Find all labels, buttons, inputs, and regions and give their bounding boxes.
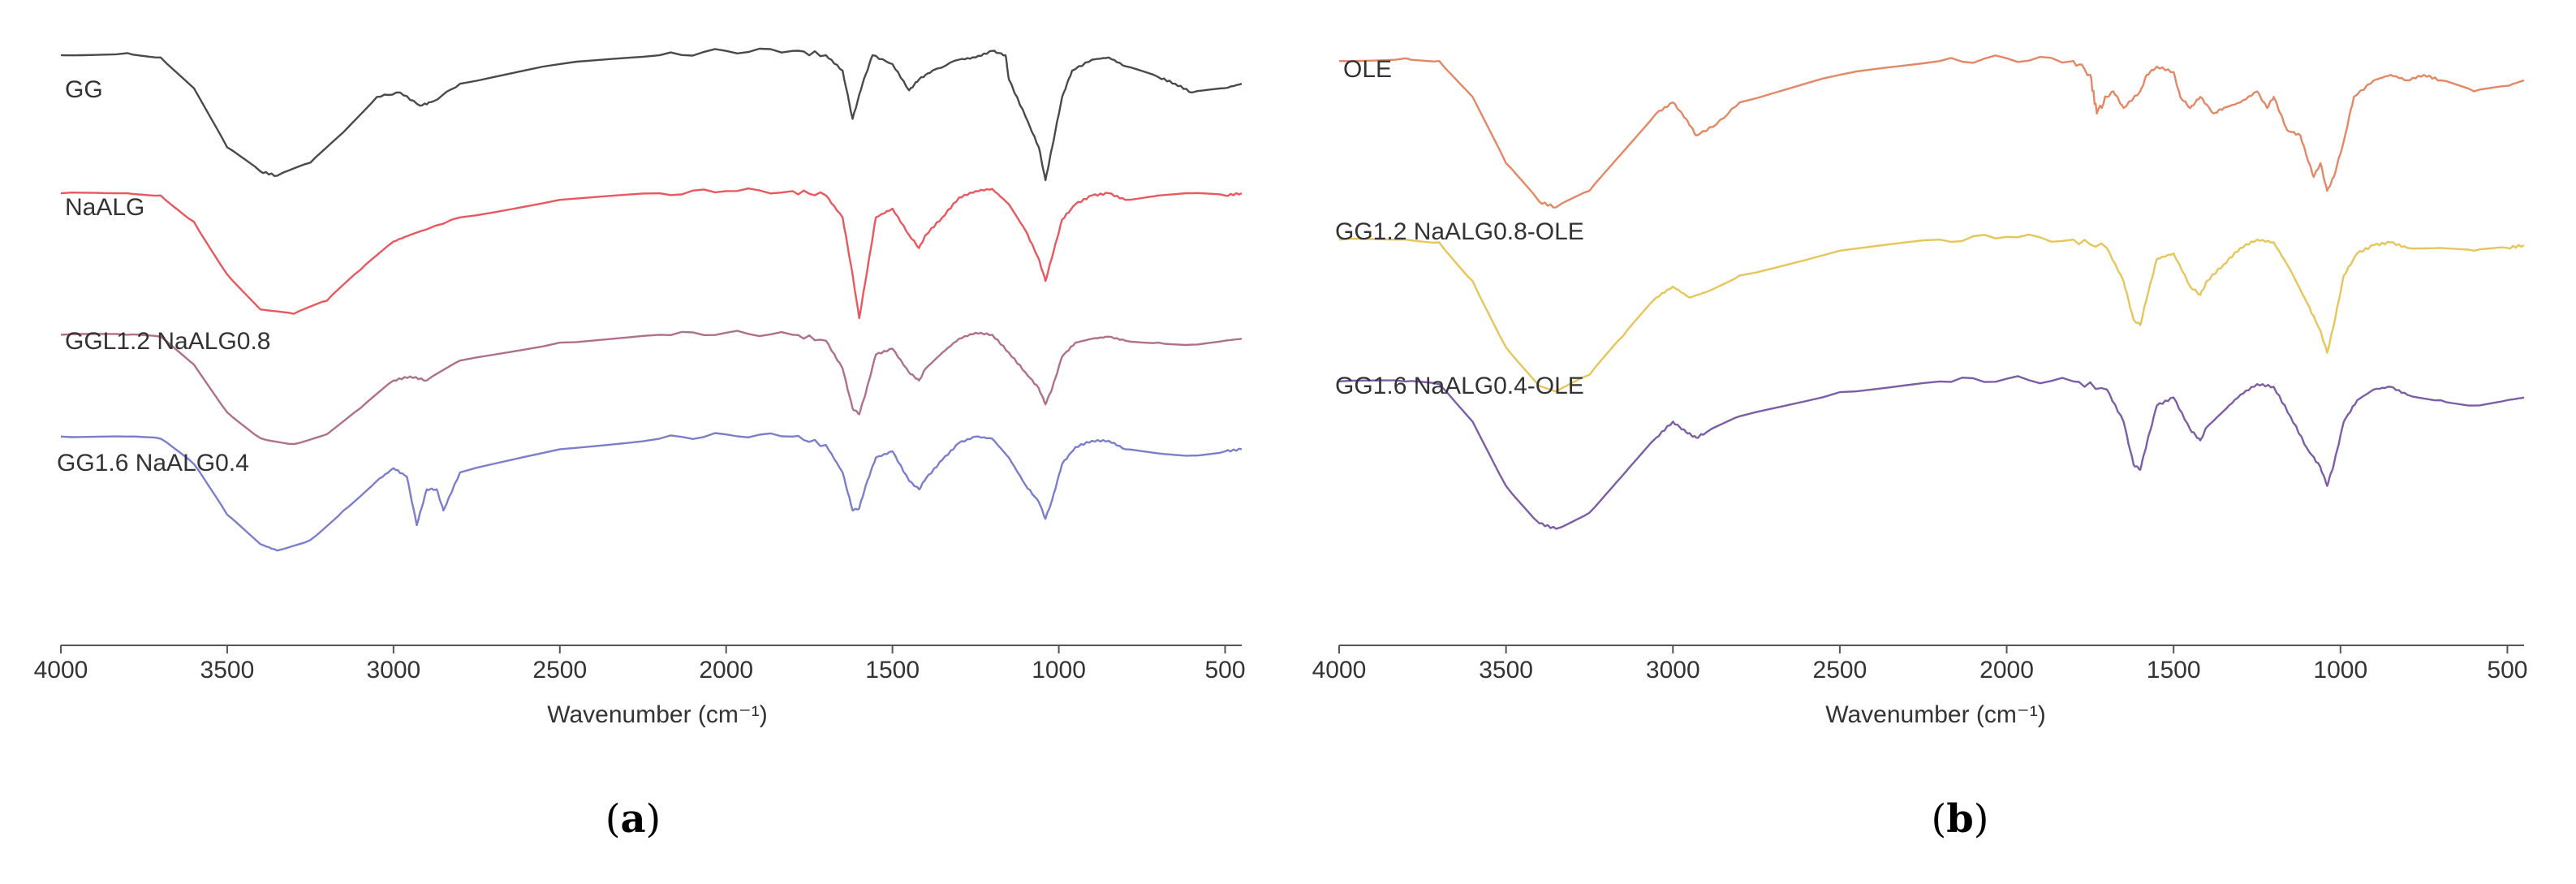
panel-a-series-1-line bbox=[60, 47, 1243, 182]
panel-a-series-4-label: GG1.6 NaALG0.4 bbox=[57, 450, 249, 476]
panel-a-series-3-line bbox=[60, 330, 1243, 446]
panel-b-caption: (b) bbox=[1931, 796, 1988, 842]
panel-a-series-labels: GG NaALG GGL1.2 NaALG0.8 GG1.6 NaALG0.4 bbox=[57, 76, 270, 476]
panel-b-series-3-line bbox=[1338, 375, 2525, 530]
panel-a-chart: GG NaALG GGL1.2 NaALG0.8 GG1.6 NaALG0.4 400… bbox=[34, 47, 1246, 728]
panel-a-x-tick-label: 3000 bbox=[366, 657, 420, 683]
panel-a-x-axis: 4000 3500 3000 2500 2000 1500 1000 500 bbox=[34, 645, 1246, 683]
panel-b-x-tick-label: 500 bbox=[2487, 657, 2527, 683]
panel-b-x-axis: 4000 3500 3000 2500 2000 1500 1000 500 bbox=[1312, 645, 2527, 683]
panel-b-x-tick-label: 1000 bbox=[2313, 657, 2367, 683]
panel-b-series-3-label: GG1.6 NaALG0.4-OLE bbox=[1335, 373, 1584, 399]
panel-a-series-2-label: NaALG bbox=[65, 194, 144, 221]
panel-a-series-1-label: GG bbox=[65, 76, 103, 103]
panel-a-x-tick-label: 2500 bbox=[532, 657, 587, 683]
panel-b-series-2-label: GG1.2 NaALG0.8-OLE bbox=[1335, 218, 1584, 245]
panel-a-x-tick-label: 3500 bbox=[200, 657, 255, 683]
panel-a-x-tick-label: 500 bbox=[1204, 657, 1245, 683]
panel-a-x-tick-label: 2000 bbox=[699, 657, 753, 683]
panel-b-x-axis-label: Wavenumber (cm⁻¹) bbox=[1825, 701, 2045, 728]
panel-b-x-tick-label: 3500 bbox=[1479, 657, 1533, 683]
panel-a-series-2-line bbox=[60, 188, 1243, 320]
panel-b-x-tick-label: 3000 bbox=[1646, 657, 1700, 683]
panel-a-series-group bbox=[60, 47, 1243, 552]
panel-b-x-tick-label: 2000 bbox=[1979, 657, 2034, 683]
panel-a-x-tick-label: 1500 bbox=[865, 657, 920, 683]
panel-b-series-1-label: OLE bbox=[1343, 56, 1392, 83]
panel-a-x-tick-label: 1000 bbox=[1032, 657, 1086, 683]
panel-a-series-3-label: GGL1.2 NaALG0.8 bbox=[65, 328, 270, 355]
panel-a-x-axis-label: Wavenumber (cm⁻¹) bbox=[547, 701, 767, 728]
panel-b-x-tick-label: 2500 bbox=[1813, 657, 1867, 683]
panel-b-series-labels: OLE GG1.2 NaALG0.8-OLE GG1.6 NaALG0.4-OLE bbox=[1335, 56, 1584, 399]
panel-b-x-tick-label: 1500 bbox=[2147, 657, 2201, 683]
panel-b-series-2-line bbox=[1338, 233, 2525, 393]
panel-b-series-group bbox=[1338, 54, 2525, 530]
panel-b-x-tick-label: 4000 bbox=[1312, 657, 1367, 683]
panel-a-x-tick-label: 4000 bbox=[34, 657, 88, 683]
panel-a-series-4-line bbox=[60, 432, 1243, 552]
panel-b-series-1-line bbox=[1338, 54, 2525, 209]
panel-a-caption: (a) bbox=[605, 796, 661, 842]
